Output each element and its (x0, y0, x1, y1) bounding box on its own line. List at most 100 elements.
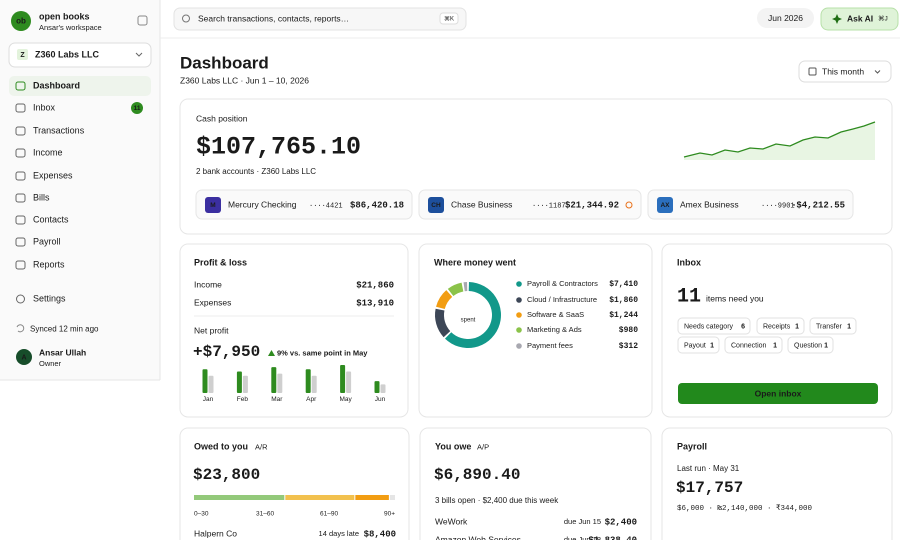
card (661, 427, 893, 540)
card-title: You owe (435, 441, 471, 451)
inbox-count-text: items need you (706, 293, 764, 303)
open-inbox-button[interactable] (678, 383, 878, 404)
pnl-value: $13,910 (356, 298, 394, 308)
nav-icon (15, 237, 26, 247)
row-name: Amazon Web Services (435, 534, 521, 540)
aging-label: 61–90 (320, 511, 338, 518)
pnl-bar (346, 371, 352, 393)
button-label: Open inbox (755, 388, 802, 398)
workspace: Ansar's workspace (39, 23, 102, 32)
nav-item[interactable]: Settings (33, 293, 66, 303)
pnl-value: $21,860 (356, 280, 394, 290)
inbox-chip[interactable] (677, 336, 720, 354)
card (179, 98, 893, 235)
row-amount: $2,400 (605, 517, 637, 527)
pnl-bar (305, 369, 311, 393)
inbox-chip[interactable] (787, 336, 834, 354)
account-badge-text: AX (660, 202, 670, 209)
legend-dot (516, 343, 522, 349)
inbox-chip[interactable] (809, 317, 857, 335)
legend-label: Software & SaaS (527, 310, 584, 319)
nav-icon (15, 126, 26, 136)
card-title: Where money went (434, 257, 516, 267)
inbox-chip[interactable] (677, 317, 751, 335)
badge-count: 11 (134, 105, 141, 112)
account-badge (205, 197, 221, 213)
owed-amount: $23,800 (193, 466, 260, 484)
search-box[interactable] (173, 7, 467, 31)
legend-value: $1,244 (609, 311, 638, 320)
donut-segment (444, 282, 501, 349)
nav-item[interactable]: Reports (33, 259, 65, 269)
row-status: 14 days late (319, 529, 359, 538)
card-sub: 2 bank accounts · Z360 Labs LLC (196, 167, 316, 176)
avatar-initial: A (21, 354, 26, 361)
card (179, 427, 410, 540)
org-name: Z360 Labs LLC (35, 49, 100, 59)
pending-icon (625, 201, 633, 209)
card-title: Payroll (677, 441, 707, 451)
inbox-chip[interactable] (756, 317, 805, 335)
nav-item[interactable]: Inbox (33, 102, 56, 112)
card-sub: 3 bills open · $2,400 due this week (435, 496, 559, 505)
aging-segment (389, 495, 395, 500)
nav-item[interactable]: Payroll (33, 236, 61, 246)
change-label: 9% vs. same point in May (277, 348, 368, 357)
user-role: Owner (39, 359, 62, 368)
account-chip[interactable] (418, 189, 642, 220)
account-mask: ····1187 (532, 202, 566, 210)
account-chip[interactable] (195, 189, 413, 220)
pnl-bar (374, 381, 380, 393)
pnl-bar (236, 371, 242, 393)
account-name: Chase Business (451, 199, 512, 209)
month-label: Feb (237, 396, 249, 403)
legend-label: Marketing & Ads (527, 325, 582, 334)
chip-label: Needs category (684, 323, 734, 330)
nav-item[interactable]: Transactions (33, 125, 85, 135)
aging-label: 90+ (384, 511, 395, 518)
org-initial: Z (20, 52, 25, 59)
account-chip[interactable] (647, 189, 854, 220)
nav-item[interactable]: Bills (33, 192, 50, 202)
nav-item[interactable]: Income (33, 147, 63, 157)
legend-value: $1,860 (609, 296, 638, 305)
key-hint (439, 12, 459, 25)
donut-segment (463, 282, 468, 292)
card (419, 427, 652, 540)
chip-label: Transfer (816, 323, 842, 330)
nav-item[interactable]: Dashboard (33, 80, 80, 90)
collapse-icon[interactable] (137, 15, 148, 26)
range-button[interactable] (798, 60, 892, 83)
chip-count: 1 (847, 323, 851, 330)
row-name: WeWork (435, 516, 468, 526)
aging-segment (355, 495, 389, 500)
nav-item[interactable]: Contacts (33, 214, 69, 224)
nav-active[interactable] (9, 76, 151, 96)
calendar-icon (808, 67, 817, 76)
org-badge (17, 49, 28, 60)
nav-item[interactable]: Expenses (33, 170, 73, 180)
nav-badge (131, 102, 143, 114)
month-label: Mar (271, 396, 283, 403)
pnl-bar (271, 367, 277, 393)
row-amount: $1,838.40 (588, 535, 637, 540)
account-balance: -$4,212.55 (791, 200, 845, 210)
pnl-bar (380, 384, 386, 393)
nav-icon (15, 103, 26, 113)
legend-value: $7,410 (609, 280, 638, 289)
key-hint-text: ⌘K (444, 16, 454, 23)
donut-segment (435, 308, 451, 338)
account-balance: $21,344.92 (565, 200, 619, 210)
ask-ai-button[interactable] (820, 7, 899, 31)
avatar (16, 349, 32, 365)
card-title: Profit & loss (194, 257, 247, 267)
chip-label: Payout (684, 342, 706, 349)
inbox-chip[interactable] (724, 336, 783, 354)
net-profit: +$7,950 (193, 343, 260, 361)
page-subtitle: Z360 Labs LLC · Jun 1 – 10, 2026 (180, 75, 309, 85)
user-name: Ansar Ullah (39, 347, 86, 357)
up-arrow (268, 350, 275, 356)
page-title: Dashboard (180, 53, 269, 72)
nav-icon (15, 148, 26, 158)
org-select[interactable] (8, 42, 152, 68)
